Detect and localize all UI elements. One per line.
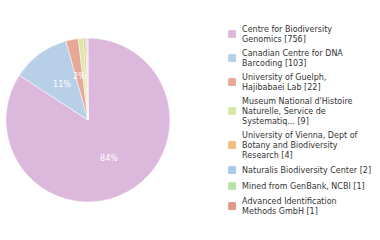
svg-text:Canadian Centre for DNA: Canadian Centre for DNA xyxy=(242,49,343,58)
svg-text:University of Vienna, Dept of: University of Vienna, Dept of xyxy=(242,131,357,140)
svg-text:Botany and Biodiversity: Botany and Biodiversity xyxy=(242,141,338,150)
svg-text:Genomics [756]: Genomics [756] xyxy=(242,35,306,44)
svg-text:Mined from GenBank, NCBI [1]: Mined from GenBank, NCBI [1] xyxy=(242,182,365,191)
svg-text:Naturelle, Service de: Naturelle, Service de xyxy=(242,107,326,116)
svg-text:Advanced Identification: Advanced Identification xyxy=(242,197,337,206)
svg-text:Naturalis Biodiversity Center: Naturalis Biodiversity Center [2] xyxy=(242,166,371,175)
svg-text:University of Guelph,: University of Guelph, xyxy=(242,73,326,82)
svg-text:84%: 84% xyxy=(100,154,118,163)
svg-text:Methods GmbH [1]: Methods GmbH [1] xyxy=(242,207,318,216)
svg-text:Centre for Biodiversity: Centre for Biodiversity xyxy=(242,25,332,34)
svg-text:2%: 2% xyxy=(73,72,86,81)
svg-text:11%: 11% xyxy=(53,80,71,89)
svg-text:Research [4]: Research [4] xyxy=(242,151,293,160)
svg-text:Barcoding [103]: Barcoding [103] xyxy=(242,59,306,68)
svg-text:Museum National d'Histoire: Museum National d'Histoire xyxy=(242,97,352,106)
svg-text:Systematiq... [9]: Systematiq... [9] xyxy=(242,117,309,126)
svg-text:Hajibabaei Lab [22]: Hajibabaei Lab [22] xyxy=(242,83,320,92)
